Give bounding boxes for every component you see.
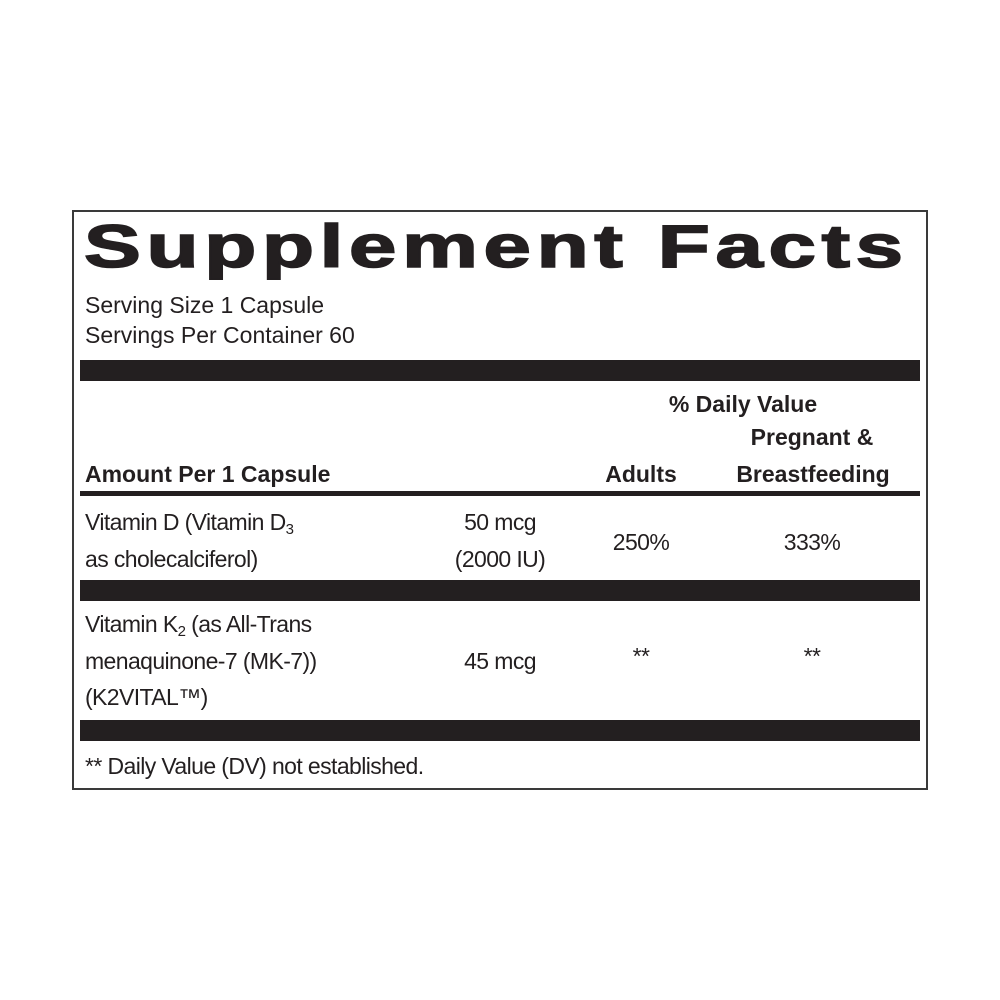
- divider-bar: [80, 580, 920, 601]
- subscript: 3: [285, 521, 294, 538]
- vitamin-k2-name-line: (K2VITAL™): [85, 684, 208, 710]
- adults-header: Adults: [605, 461, 677, 487]
- panel-title: Supplement Facts: [83, 212, 909, 281]
- header-divider: [80, 491, 920, 496]
- vitamin-k2-name: Vitamin K2 (as All-Trans: [85, 606, 312, 643]
- daily-value-header: % Daily Value: [668, 391, 818, 417]
- vitamin-k2-name-line: menaquinone-7 (MK-7)): [85, 648, 317, 674]
- divider-bar: [80, 360, 920, 381]
- vitamin-k2-amount: 45 mcg: [464, 648, 536, 674]
- vitamin-k2-adults-dv: **: [632, 643, 650, 669]
- serving-size: Serving Size 1 Capsule: [85, 292, 325, 318]
- servings-per-container: Servings Per Container 60: [85, 322, 355, 348]
- divider-bar: [80, 720, 920, 741]
- pregnant-header: Pregnant &: [750, 424, 874, 450]
- vitamin-d-amount: 50 mcg: [464, 509, 536, 535]
- breastfeeding-header: Breastfeeding: [736, 461, 890, 487]
- vitamin-d-amount-iu: (2000 IU): [454, 546, 546, 572]
- vitamin-d-name-line: Vitamin D (Vitamin D: [85, 509, 286, 535]
- vitamin-k2-name-line: Vitamin K: [85, 611, 178, 637]
- vitamin-d-adults-dv: 250%: [612, 529, 670, 555]
- amount-per-header: Amount Per 1 Capsule: [85, 461, 331, 487]
- supplement-facts-panel: [72, 210, 928, 790]
- vitamin-d-pregnant-dv: 333%: [783, 529, 841, 555]
- subscript: 2: [177, 623, 186, 640]
- vitamin-d-name-line: as cholecalciferol): [85, 546, 258, 572]
- vitamin-k2-name-line: (as All-Trans: [185, 611, 312, 637]
- vitamin-d-name: Vitamin D (Vitamin D3: [85, 504, 294, 541]
- vitamin-k2-pregnant-dv: **: [803, 643, 821, 669]
- footnote: ** Daily Value (DV) not established.: [85, 753, 424, 779]
